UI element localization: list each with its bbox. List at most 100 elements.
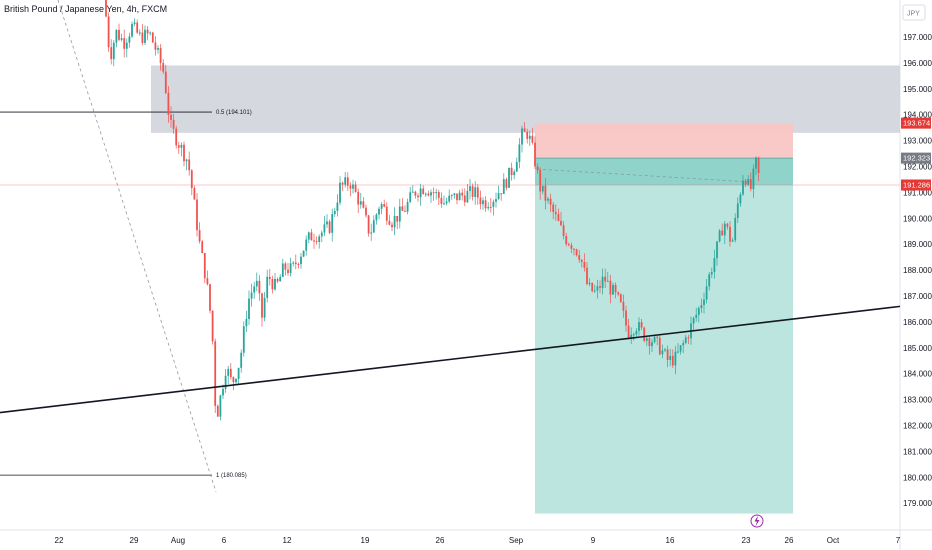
candle-body [370, 232, 373, 234]
candle-body [422, 188, 425, 195]
candle-body [112, 42, 115, 60]
candle-body [209, 284, 211, 311]
candle-body [177, 145, 180, 148]
candle-body [365, 207, 367, 216]
candle-body [105, 0, 107, 17]
candle-body [508, 167, 510, 188]
target-zone[interactable] [535, 158, 793, 514]
candle-body [198, 230, 201, 242]
candle-body [458, 192, 461, 201]
candle-body [339, 182, 341, 203]
candle-body [575, 249, 578, 256]
candle-body [229, 368, 232, 378]
currency-button[interactable] [902, 4, 926, 21]
candle-body [736, 203, 739, 218]
candle-body [193, 188, 196, 200]
price-tick-label: 184.000 [903, 370, 932, 379]
candle-body [344, 177, 347, 185]
candle-body [258, 280, 261, 294]
candle-body [346, 177, 349, 186]
time-tick-label: 9 [591, 536, 596, 545]
trend-line[interactable] [0, 305, 901, 414]
candle-body [383, 204, 386, 207]
candle-body [149, 32, 152, 34]
candle-body [510, 167, 513, 176]
candle-body [742, 180, 744, 195]
candle-body [131, 23, 133, 37]
candle-body [417, 195, 419, 198]
candle-body [651, 342, 653, 347]
candle-body [656, 336, 659, 338]
candle-body [396, 215, 399, 222]
fib-connector-line [57, 0, 217, 493]
candle-body [154, 42, 157, 50]
candle-body [513, 171, 516, 176]
candle-body [411, 191, 414, 193]
candle-body [333, 210, 336, 215]
candle-body [162, 63, 165, 72]
candle-body [201, 241, 204, 254]
candle-body [752, 168, 755, 189]
candle-body [388, 220, 391, 225]
candle-body [640, 322, 643, 328]
candle-body [294, 262, 297, 265]
candle-body [515, 161, 518, 172]
price-axis[interactable]: 179.000 180.000 181.000 182.000 183.000 184.0… [903, 33, 932, 508]
time-tick-label: 23 [742, 536, 751, 545]
candle-body [609, 280, 612, 295]
candle-body [677, 351, 679, 353]
candle-body [614, 284, 617, 293]
stop-price-tag: 193.674 [901, 117, 931, 129]
candle-body [648, 338, 651, 347]
candle-body [674, 351, 677, 366]
candle-body [248, 298, 250, 319]
price-tick-label: 190.000 [903, 214, 932, 223]
time-axis[interactable]: 22 29 Aug 6 12 19 26 Sep 9 16 23 26 Oct 7 [55, 536, 901, 545]
candle-body [487, 206, 490, 209]
supply-zone[interactable] [151, 65, 900, 133]
candle-body [245, 318, 248, 327]
candle-body [284, 263, 287, 270]
candle-body [375, 214, 378, 221]
candle-body [638, 322, 640, 331]
time-tick-label: Aug [171, 536, 185, 545]
candle-body [450, 195, 453, 197]
candle-body [687, 337, 690, 339]
candle-body [424, 193, 427, 195]
candle-body [591, 282, 594, 292]
candle-body [138, 32, 141, 34]
candle-body [211, 310, 214, 342]
price-tick-label: 186.000 [903, 318, 932, 327]
candle-body [151, 32, 154, 43]
candle-body [531, 135, 534, 143]
candle-body [185, 159, 188, 162]
candle-body [528, 135, 531, 139]
candle-body [274, 278, 276, 290]
candle-body [110, 47, 113, 60]
candle-body [469, 186, 471, 191]
price-tick-label: 181.000 [903, 447, 932, 456]
price-tick-label: 197.000 [903, 33, 932, 42]
time-tick-label: Oct [827, 536, 840, 545]
price-tick-label: 188.000 [903, 266, 932, 275]
lightning-icon[interactable] [750, 514, 764, 528]
candle-body [406, 201, 409, 212]
candle-body [318, 236, 321, 243]
candle-body [539, 170, 542, 192]
candle-body [276, 278, 279, 282]
candle-body [570, 245, 573, 249]
candle-body [708, 274, 711, 287]
stop-loss-zone[interactable] [535, 123, 793, 159]
candle-body [404, 210, 406, 212]
candle-body [723, 223, 726, 236]
candle-body [471, 186, 474, 197]
candle-body [474, 187, 477, 197]
candle-body [541, 185, 544, 192]
candle-body [463, 195, 466, 203]
candle-body [612, 284, 614, 295]
candle-body [526, 131, 529, 139]
candle-body [505, 179, 508, 188]
candle-body [666, 349, 669, 360]
